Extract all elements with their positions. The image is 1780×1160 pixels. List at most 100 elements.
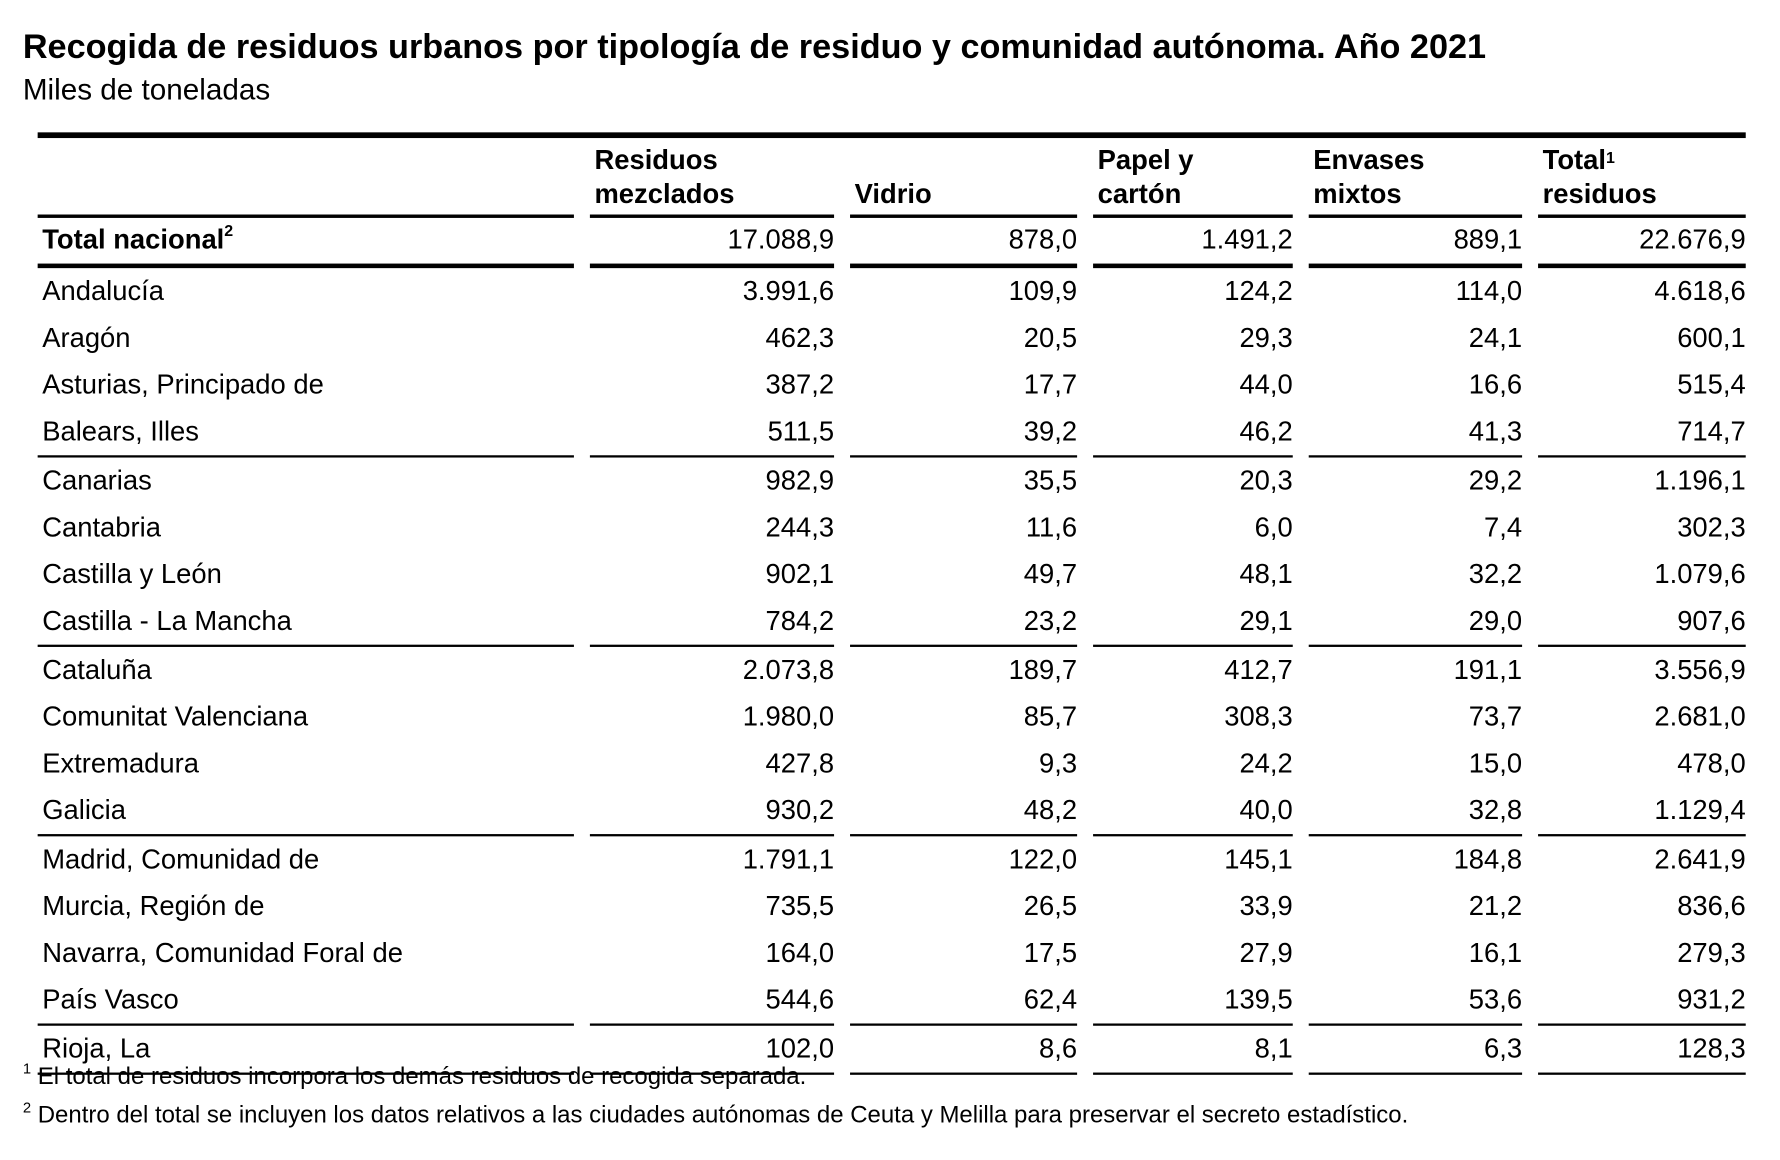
- table-row: Castilla - La Mancha 784,2 23,2 29,1 29,0 907…: [37, 598, 1746, 647]
- cell-value: 29,1: [1093, 598, 1293, 647]
- cell-value: 2.073,8: [742, 654, 835, 686]
- cell-value: 24,1: [1468, 322, 1523, 354]
- cell-value: 184,8: [1453, 843, 1523, 875]
- column-header-line1: Residuos: [594, 144, 718, 176]
- row-label: Extremadura: [42, 747, 199, 779]
- footnote-mark: 2: [22, 1098, 32, 1116]
- cell-value: 53,6: [1308, 977, 1523, 1026]
- column-header-line1: Envases: [1313, 144, 1425, 176]
- cell-value: 122,0: [1008, 843, 1078, 875]
- cell-value: 49,7: [1023, 558, 1078, 590]
- footnote-1: 1 El total de residuos incorpora los dem…: [22, 1059, 806, 1090]
- cell-value: 16,6: [1468, 369, 1523, 400]
- cell-value: 73,7: [1468, 701, 1523, 732]
- column-header-line2: cartón: [1097, 179, 1182, 210]
- cell-value: 387,2: [765, 369, 835, 400]
- cell-value: 85,7: [1023, 701, 1078, 732]
- table-row: Aragón 462,3 20,5 29,3 24,1 600,1: [38, 315, 1746, 362]
- row-label: Aragón: [42, 322, 131, 354]
- cell-value: 427,8: [765, 747, 835, 779]
- cell-value: 9,3: [1039, 747, 1078, 779]
- cell-value: 7,4: [1484, 511, 1523, 543]
- footnote-2: 2 Dentro del total se incluyen los datos…: [22, 1098, 1408, 1129]
- cell-value: 109,9: [1008, 275, 1078, 307]
- cell-value: 39,2: [850, 408, 1078, 458]
- table-row: Rioja, La 102,0 8,6 8,1 6,3 128,3: [37, 1026, 1746, 1075]
- table-row: Canarias 982,9 35,5 20,3 29,2 1.196,1: [38, 458, 1746, 505]
- cell-value: 8,6: [850, 1026, 1078, 1075]
- cell-value: 478,0: [1677, 747, 1746, 779]
- cell-value: 511,5: [589, 408, 835, 458]
- cell-value: 189,7: [1008, 654, 1078, 686]
- cell-value: 2.641,9: [1654, 843, 1746, 875]
- cell-value: 1.196,1: [1654, 464, 1746, 496]
- table-row: Galicia 930,2 48,2 40,0 32,8 1.129,4: [37, 787, 1746, 837]
- cell-value: 23,2: [850, 598, 1078, 647]
- table-row: Cantabria 244,3 11,6 6,0 7,4 302,3: [38, 504, 1746, 551]
- cell-value: 40,0: [1093, 787, 1293, 837]
- cell-value: 48,1: [1239, 558, 1293, 590]
- table-row: Navarra, Comunidad Foral de 164,0 17,5 27,9…: [38, 930, 1746, 977]
- column-header: Total1 residuos: [1538, 141, 1746, 218]
- column-header: Residuos mezclados: [589, 141, 835, 218]
- cell-value: 20,5: [1023, 322, 1078, 354]
- table-row: País Vasco 544,6 62,4 139,5 53,6 931,2: [37, 977, 1746, 1026]
- cell-value: 32,8: [1308, 787, 1523, 837]
- cell-value: 29,3: [1239, 322, 1293, 354]
- column-header-line2: mezclados: [594, 179, 735, 210]
- column-header-line2: residuos: [1542, 179, 1657, 210]
- cell-value: 279,3: [1677, 937, 1746, 969]
- cell-value: 15,0: [1468, 747, 1523, 779]
- cell-value: 164,0: [765, 937, 835, 969]
- page-title: Recogida de residuos urbanos por tipolog…: [22, 28, 1487, 67]
- row-label: Castilla - La Mancha: [37, 598, 574, 647]
- table-row: Madrid, Comunidad de 1.791,1 122,0 145,1 184…: [38, 836, 1746, 883]
- cell-value: 17,5: [1023, 937, 1078, 969]
- table-row: Asturias, Principado de 387,2 17,7 44,0 16,6…: [38, 362, 1746, 409]
- row-label: Andalucía: [42, 275, 165, 307]
- cell-value: 8,1: [1093, 1026, 1293, 1075]
- cell-value: 308,3: [1224, 701, 1293, 732]
- cell-value: 836,6: [1677, 890, 1746, 922]
- column-header: Vidrio: [850, 141, 1078, 218]
- row-label: Cataluña: [42, 654, 152, 686]
- cell-value: 3.556,9: [1654, 654, 1746, 686]
- row-label: Madrid, Comunidad de: [42, 843, 320, 875]
- cell-value: 16,1: [1468, 937, 1523, 969]
- column-header: Papel y cartón: [1093, 141, 1293, 218]
- cell-value: 17.088,9: [589, 218, 835, 269]
- cell-value: 244,3: [765, 511, 835, 543]
- cell-value: 26,5: [1023, 890, 1078, 922]
- cell-value: 544,6: [589, 977, 835, 1026]
- cell-value: 29,2: [1468, 464, 1523, 496]
- footnote-mark: 1: [22, 1059, 32, 1078]
- row-label: Galicia: [37, 787, 574, 837]
- cell-value: 22.676,9: [1538, 218, 1746, 269]
- cell-value: 29,0: [1308, 598, 1523, 647]
- cell-value: 102,0: [589, 1026, 835, 1075]
- cell-value: 32,2: [1468, 558, 1523, 590]
- cell-value: 1.129,4: [1538, 787, 1746, 837]
- cell-value: 889,1: [1308, 218, 1523, 269]
- cell-value: 735,5: [765, 890, 835, 922]
- cell-value: 191,1: [1453, 654, 1523, 686]
- total-label: Total nacional: [42, 224, 225, 256]
- cell-value: 412,7: [1224, 654, 1293, 686]
- row-label: Comunitat Valenciana: [42, 701, 309, 732]
- cell-value: 46,2: [1093, 408, 1293, 458]
- cell-value: 4.618,6: [1654, 275, 1746, 307]
- cell-value: 62,4: [850, 977, 1078, 1026]
- cell-value: 21,2: [1468, 890, 1523, 922]
- cell-value: 1.980,0: [742, 701, 835, 732]
- table-row: Comunitat Valenciana 1.980,0 85,7 308,3 73,7…: [38, 694, 1746, 741]
- table-row: Murcia, Región de 735,5 26,5 33,9 21,2 836,6: [38, 883, 1746, 930]
- cell-value: 515,4: [1677, 369, 1746, 400]
- table-row: Andalucía 3.991,6 109,9 124,2 114,0 4.618,6: [38, 268, 1746, 315]
- cell-value: 139,5: [1093, 977, 1293, 1026]
- row-label: Cantabria: [42, 511, 161, 543]
- cell-value: 6,0: [1254, 511, 1293, 543]
- cell-value: 1.491,2: [1093, 218, 1293, 269]
- cell-value: 27,9: [1239, 937, 1293, 969]
- cell-value: 878,0: [850, 218, 1078, 269]
